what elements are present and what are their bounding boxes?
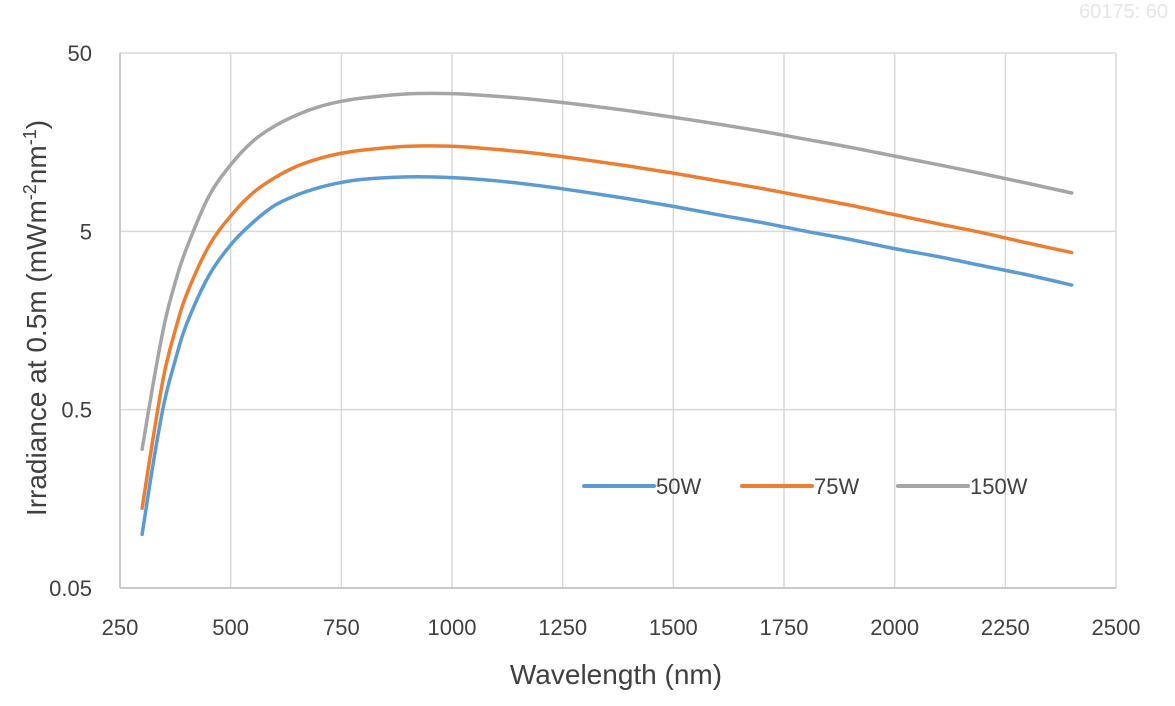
y-tick-label: 5: [80, 219, 92, 244]
x-tick-label: 2250: [981, 615, 1030, 640]
y-axis-title: Irradiance at 0.5m (mWm-2nm-1): [20, 120, 52, 516]
y-tick-label: 50: [68, 41, 92, 66]
grid: [119, 52, 1117, 589]
legend-label: 75W: [814, 474, 859, 499]
x-tick-label: 1250: [538, 615, 587, 640]
x-tick-label: 1750: [760, 615, 809, 640]
series-line-50w: [140, 175, 1074, 537]
series-lines: [140, 91, 1074, 537]
x-tick-label: 2500: [1092, 615, 1141, 640]
legend: 50W 75W 150W: [582, 474, 1028, 499]
x-tick-label: 2000: [870, 615, 919, 640]
x-tick-label: 750: [323, 615, 360, 640]
y-tick-label: 0.05: [49, 576, 92, 601]
series-line-150w: [140, 91, 1074, 451]
y-tick-labels: 0.05 0.5 5 50: [49, 41, 92, 601]
x-tick-label: 500: [212, 615, 249, 640]
x-axis-title: Wavelength (nm): [510, 659, 722, 690]
x-tick-labels: 250 500 750 1000 1250 1500 1750 2000 2250 2500: [102, 615, 1141, 640]
legend-item-50w: 50W: [582, 474, 701, 499]
legend-label: 50W: [656, 474, 701, 499]
y-tick-label: 0.5: [61, 398, 92, 423]
x-tick-label: 1000: [428, 615, 477, 640]
x-tick-label: 1500: [649, 615, 698, 640]
legend-item-75w: 75W: [740, 474, 859, 499]
axes: [119, 53, 1116, 589]
legend-item-150w: 150W: [896, 474, 1028, 499]
legend-label: 150W: [970, 474, 1028, 499]
x-tick-label: 250: [102, 615, 139, 640]
watermark: 60175: 60: [1079, 1, 1168, 23]
series-line-75w: [140, 144, 1074, 511]
